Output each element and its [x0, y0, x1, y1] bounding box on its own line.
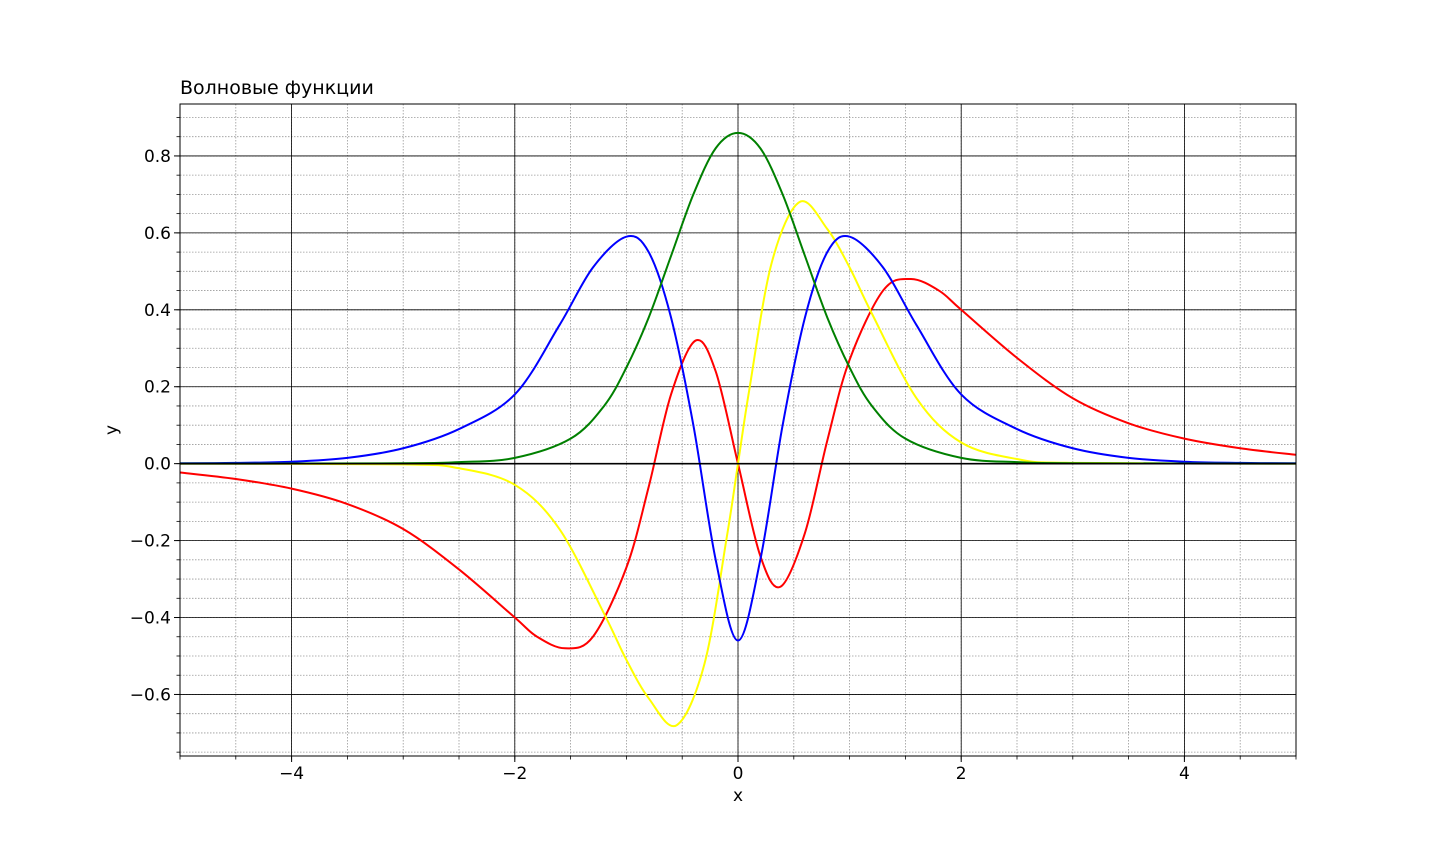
- y-tick-label: 0.0: [144, 455, 171, 475]
- y-tick-label: 0.2: [144, 378, 171, 398]
- y-tick-label: −0.6: [130, 685, 171, 705]
- x-tick-label: 4: [1179, 764, 1190, 784]
- y-axis-label: y: [102, 425, 122, 435]
- chart-title: Волновые функции: [180, 77, 374, 99]
- ticks: −4 −2 0 2 4 −0.6 −0.4 −0.2 0.0 0.2 0.4 0.6 0.8: [130, 117, 1297, 784]
- x-tick-label: −2: [502, 764, 527, 784]
- series-line-4: [179, 131, 1297, 465]
- major-grid: [180, 104, 1296, 756]
- x-tick-label: 0: [733, 764, 744, 784]
- series-line-3: [179, 235, 1297, 642]
- y-tick-label: 0.8: [144, 147, 171, 167]
- y-tick-label: −0.2: [130, 532, 171, 552]
- y-tick-label: 0.4: [144, 301, 171, 321]
- y-tick-label: −0.4: [130, 609, 171, 629]
- x-axis-label: x: [733, 786, 743, 806]
- x-tick-label: 2: [956, 764, 967, 784]
- x-tick-label: −4: [279, 764, 304, 784]
- y-tick-label: 0.6: [144, 224, 171, 244]
